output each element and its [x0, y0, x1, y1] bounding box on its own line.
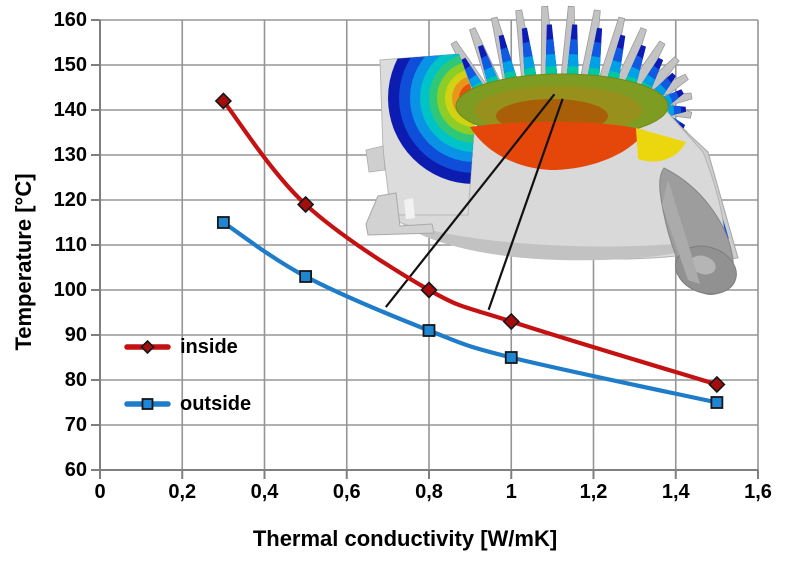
- legend-label-inside: inside: [180, 336, 238, 358]
- warm-zone-yellow: [636, 128, 686, 162]
- data-point-marker-diamond: [296, 195, 315, 214]
- x-tick-label: 0,2: [168, 481, 196, 503]
- x-axis-title: Thermal conductivity [W/mK]: [253, 526, 557, 551]
- x-tick-label: 0: [94, 481, 105, 503]
- data-point-marker-diamond: [502, 312, 520, 331]
- callout-line: [384, 93, 556, 308]
- series-layer: [214, 92, 726, 409]
- data-point-marker-diamond: [214, 92, 233, 110]
- y-tick-label: 150: [54, 54, 87, 76]
- x-tick-label: 0,6: [333, 481, 361, 503]
- x-tick-label: 0,8: [415, 481, 443, 503]
- heatsink-thermal-render: [365, 5, 739, 295]
- bracket-rib: [662, 180, 700, 284]
- data-point-marker-square: [504, 351, 518, 364]
- data-point-marker-square: [141, 398, 154, 410]
- bracket-collar-hole: [690, 255, 716, 275]
- housing-feet: [365, 192, 435, 236]
- x-tick-label: 1,6: [744, 481, 772, 503]
- y-tick-label: 110: [55, 234, 87, 256]
- legend: inside outside: [124, 336, 251, 415]
- legend-label-outside: outside: [180, 393, 251, 415]
- y-tick-label: 90: [65, 324, 87, 346]
- housing-hook: [365, 145, 386, 173]
- x-tick-label: 1: [506, 481, 517, 503]
- axes-layer: Thermal conductivity [W/mK] Temperature …: [11, 9, 772, 551]
- data-point-marker-diamond: [708, 375, 726, 394]
- y-tick-label: 140: [54, 99, 87, 121]
- data-point-marker-diamond: [140, 339, 155, 355]
- y-tick-label: 70: [65, 414, 87, 436]
- hot-zone-wedge: [470, 121, 646, 170]
- y-tick-label: 80: [65, 369, 87, 391]
- x-tick-label: 1,4: [662, 481, 691, 503]
- heatsink-body: [365, 53, 739, 295]
- data-point-marker-square: [299, 270, 313, 283]
- housing-dome-shade: [400, 222, 716, 261]
- y-tick-label: 160: [54, 9, 87, 31]
- y-tick-label: 130: [54, 144, 87, 166]
- x-tick-label: 0,4: [251, 481, 280, 503]
- callout-line: [487, 98, 564, 311]
- data-point-marker-square: [710, 396, 724, 409]
- y-tick-label: 60: [65, 459, 87, 481]
- y-axis-title: Temperature [°C]: [11, 173, 36, 350]
- data-point-marker-square: [422, 324, 436, 337]
- y-tick-label: 100: [54, 279, 87, 301]
- callout-lines: [384, 93, 564, 311]
- x-tick-label: 1,2: [580, 481, 608, 503]
- data-point-marker-diamond: [420, 281, 438, 299]
- data-point-marker-square: [216, 216, 230, 229]
- housing-foot-slot: [404, 198, 415, 219]
- y-tick-label: 120: [54, 189, 87, 211]
